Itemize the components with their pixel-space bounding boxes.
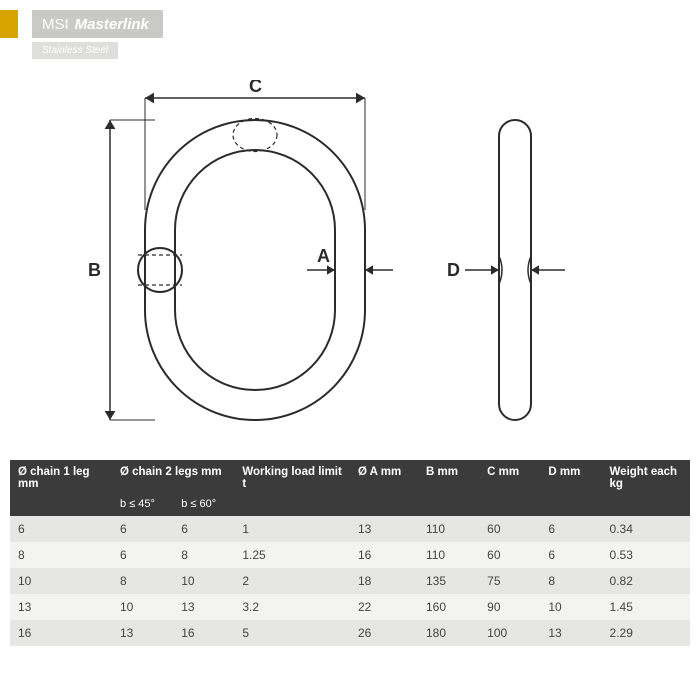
table-cell: 2.29 [602,620,690,646]
table-cell: 13 [173,594,234,620]
table-cell: 0.34 [602,516,690,542]
table-cell: 2 [234,568,350,594]
table-cell: 160 [418,594,479,620]
table-cell: 16 [10,620,112,646]
table-subheader-cell [602,496,690,516]
table-subheader-cell [234,496,350,516]
table-cell: 90 [479,594,540,620]
table-cell: 100 [479,620,540,646]
table-subheader-cell [479,496,540,516]
table-row: 8681.25161106060.53 [10,542,690,568]
table-header-cell: Ø chain 1 leg mm [10,460,112,496]
spec-table: Ø chain 1 leg mmØ chain 2 legs mmWorking… [10,460,690,646]
table-header-cell: C mm [479,460,540,496]
title-box: MSI Masterlink [32,10,163,38]
table-cell: 110 [418,516,479,542]
table-cell: 10 [10,568,112,594]
table-cell: 60 [479,516,540,542]
table-cell: 0.82 [602,568,690,594]
table-cell: 60 [479,542,540,568]
table-row: 161316526180100132.29 [10,620,690,646]
table-subheader-cell [350,496,418,516]
table-cell: 13 [350,516,418,542]
table-cell: 18 [350,568,418,594]
table-subheader-cell [540,496,601,516]
table-cell: 16 [173,620,234,646]
table-cell: 5 [234,620,350,646]
table-cell: 6 [112,516,173,542]
table-subheader-cell [10,496,112,516]
table-cell: 10 [173,568,234,594]
svg-text:D: D [447,260,460,280]
table-cell: 26 [350,620,418,646]
table-cell: 8 [540,568,601,594]
title-bar: MSI Masterlink [0,10,163,38]
table-header-cell: B mm [418,460,479,496]
table-cell: 10 [112,594,173,620]
subtitle-box: Stainless Steel [32,42,118,59]
table-cell: 6 [540,542,601,568]
table-cell: 135 [418,568,479,594]
table-cell: 13 [10,594,112,620]
table-cell: 75 [479,568,540,594]
table-cell: 1 [234,516,350,542]
table-subheader-row: b ≤ 45°b ≤ 60° [10,496,690,516]
accent-block [0,10,18,38]
header: MSI Masterlink Stainless Steel [0,10,163,59]
table-cell: 180 [418,620,479,646]
table-cell: 22 [350,594,418,620]
table-header-row: Ø chain 1 leg mmØ chain 2 legs mmWorking… [10,460,690,496]
table-header-cell: Ø chain 2 legs mm [112,460,234,496]
table-row: 6661131106060.34 [10,516,690,542]
title-main: Masterlink [75,16,149,33]
svg-text:A: A [317,246,330,266]
table-cell: 13 [112,620,173,646]
table-cell: 6 [540,516,601,542]
table-cell: 16 [350,542,418,568]
table-cell: 3.2 [234,594,350,620]
table-header-cell: Ø A mm [350,460,418,496]
table-header-cell: D mm [540,460,601,496]
table-row: 108102181357580.82 [10,568,690,594]
table-subheader-cell: b ≤ 45° [112,496,173,516]
svg-text:C: C [249,80,262,96]
technical-diagram: C B A D [55,80,645,420]
table-header-cell: Weight each kg [602,460,690,496]
table-cell: 1.25 [234,542,350,568]
table-cell: 10 [540,594,601,620]
diagram-svg: C B A D [55,80,645,440]
table-cell: 0.53 [602,542,690,568]
table-cell: 8 [112,568,173,594]
table-cell: 6 [173,516,234,542]
table-cell: 110 [418,542,479,568]
table-cell: 6 [112,542,173,568]
spec-table-region: Ø chain 1 leg mmØ chain 2 legs mmWorking… [10,460,690,646]
table-cell: 1.45 [602,594,690,620]
svg-text:B: B [88,260,101,280]
table-row: 1310133.22216090101.45 [10,594,690,620]
table-subheader-cell: b ≤ 60° [173,496,234,516]
table-subheader-cell [418,496,479,516]
table-cell: 13 [540,620,601,646]
table-cell: 8 [173,542,234,568]
title-prefix: MSI [42,16,69,33]
table-cell: 6 [10,516,112,542]
table-header-cell: Working load limit t [234,460,350,496]
table-cell: 8 [10,542,112,568]
